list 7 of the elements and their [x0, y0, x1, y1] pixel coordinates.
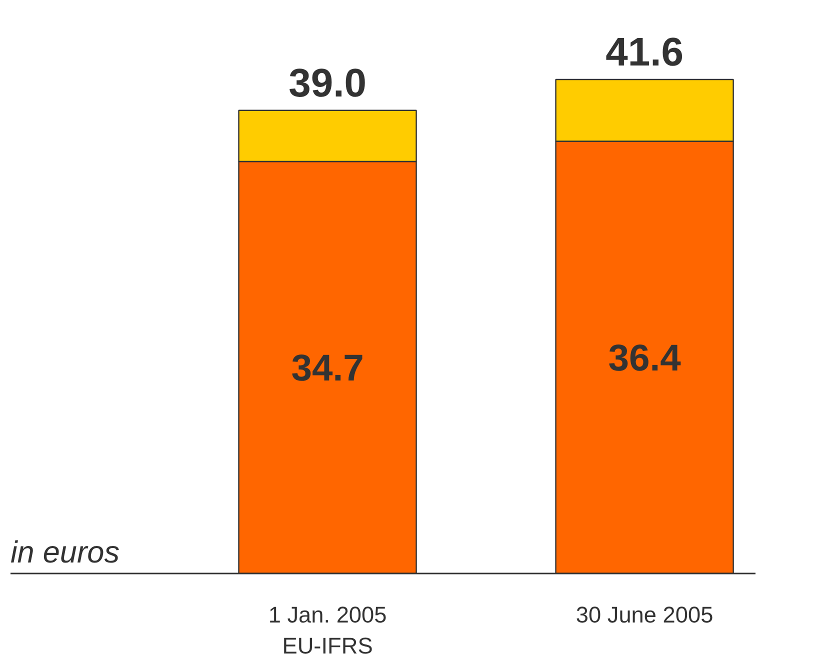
x-tick-label: 30 June 2005: [576, 602, 714, 628]
total-label: 41.6: [606, 30, 684, 75]
x-tick-label: 1 Jan. 2005 EU-IFRS: [268, 602, 387, 659]
total-label: 39.0: [288, 61, 366, 106]
data-label: 36.4: [608, 336, 682, 378]
annotation: in euros: [10, 536, 120, 570]
data-label: 34.7: [291, 346, 364, 388]
